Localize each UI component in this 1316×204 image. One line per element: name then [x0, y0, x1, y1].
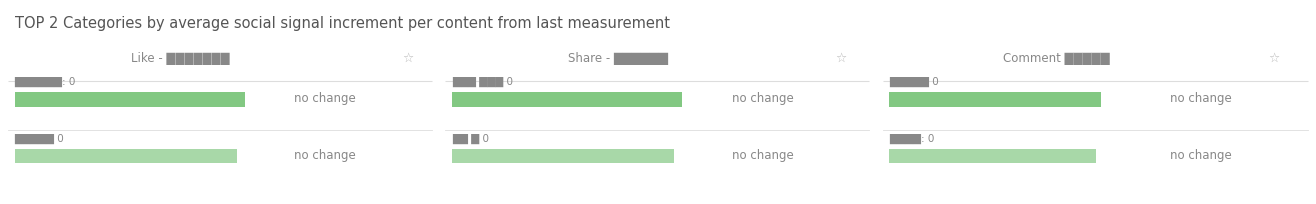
Text: no change: no change — [732, 148, 794, 161]
Text: ☆: ☆ — [836, 51, 846, 64]
Text: █████ 0: █████ 0 — [890, 77, 938, 87]
Text: TOP 2 Categories by average social signal increment per content from last measur: TOP 2 Categories by average social signa… — [14, 16, 670, 30]
Text: Like - ███████: Like - ███████ — [132, 51, 230, 64]
Text: ███ ███ 0: ███ ███ 0 — [451, 77, 513, 87]
Text: Comment █████: Comment █████ — [1003, 51, 1109, 64]
FancyBboxPatch shape — [451, 93, 682, 107]
FancyBboxPatch shape — [890, 93, 1101, 107]
Text: ██ █ 0: ██ █ 0 — [451, 133, 488, 143]
Text: no change: no change — [1170, 148, 1232, 161]
Text: ☆: ☆ — [401, 51, 413, 64]
Text: no change: no change — [732, 92, 794, 104]
Text: ☆: ☆ — [1269, 51, 1280, 64]
Text: ██████: 0: ██████: 0 — [14, 77, 76, 87]
Text: no change: no change — [295, 148, 357, 161]
FancyBboxPatch shape — [890, 149, 1096, 163]
FancyBboxPatch shape — [14, 93, 245, 107]
Text: ████: 0: ████: 0 — [890, 133, 934, 143]
Text: no change: no change — [1170, 92, 1232, 104]
FancyBboxPatch shape — [14, 149, 237, 163]
FancyBboxPatch shape — [451, 149, 674, 163]
Text: █████ 0: █████ 0 — [14, 133, 64, 143]
Text: Share - ██████: Share - ██████ — [569, 51, 669, 64]
Text: no change: no change — [295, 92, 357, 104]
